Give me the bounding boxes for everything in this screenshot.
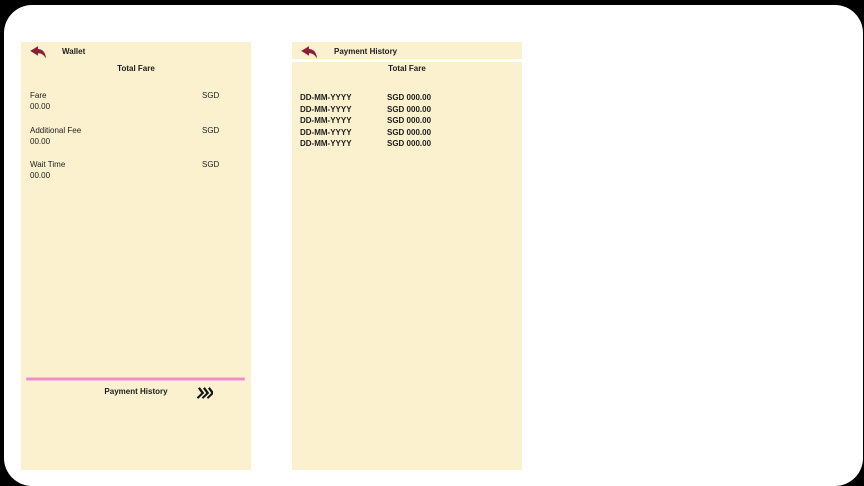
entry-amount: SGD 000.00 — [387, 104, 432, 114]
entry-date: DD-MM-YYYY — [300, 104, 352, 114]
payment-history-screen: Payment History Total Fare DD-MM-YYYY SG… — [292, 42, 522, 470]
history-entry-list: DD-MM-YYYY SGD 000.00 DD-MM-YYYY SGD 000… — [300, 92, 514, 150]
entry-amount: SGD 000.00 — [387, 139, 432, 149]
additional-fee-row: Additional Fee SGD 00.00 — [30, 125, 242, 147]
entry-amount: SGD 000.00 — [387, 93, 432, 102]
back-arrow-icon — [300, 46, 318, 59]
wallet-title: Wallet — [62, 47, 86, 56]
page-canvas: Wallet Total Fare Fare SGD 00.00 Additio… — [4, 5, 863, 486]
entry-date: DD-MM-YYYY — [300, 116, 352, 126]
wait-time-value: 00.00 — [30, 171, 51, 180]
entry-amount: SGD 000.00 — [387, 127, 432, 137]
history-entry: DD-MM-YYYY SGD 000.00 — [300, 92, 514, 104]
history-entry: DD-MM-YYYY SGD 000.00 — [300, 104, 514, 116]
fare-value: 00.00 — [30, 102, 51, 111]
back-arrow-icon — [29, 46, 47, 59]
wallet-screen: Wallet Total Fare Fare SGD 00.00 Additio… — [21, 42, 251, 470]
history-entry: DD-MM-YYYY SGD 000.00 — [300, 115, 514, 127]
history-title: Payment History — [334, 47, 398, 56]
history-entry: DD-MM-YYYY SGD 000.00 — [300, 138, 514, 150]
wallet-section-title: Total Fare — [117, 64, 155, 73]
additional-fee-currency: SGD — [202, 126, 220, 135]
history-header: Payment History — [292, 42, 522, 60]
wait-time-currency: SGD — [202, 160, 220, 169]
fare-currency: SGD — [202, 91, 220, 100]
additional-fee-label: Additional Fee — [30, 126, 82, 135]
header-separator — [292, 59, 522, 62]
back-button[interactable] — [300, 46, 318, 59]
payment-history-link[interactable]: Payment History — [21, 387, 251, 401]
fare-row: Fare SGD 00.00 — [30, 90, 242, 112]
payment-history-link-label: Payment History — [104, 387, 168, 396]
triple-chevron-right-icon — [197, 387, 213, 399]
pink-divider — [26, 378, 245, 380]
wait-time-row: Wait Time SGD 00.00 — [30, 159, 242, 181]
additional-fee-value: 00.00 — [30, 137, 51, 146]
entry-date: DD-MM-YYYY — [300, 127, 352, 137]
back-button[interactable] — [29, 46, 47, 59]
fare-label: Fare — [30, 91, 47, 100]
entry-date: DD-MM-YYYY — [300, 139, 352, 149]
history-entry: DD-MM-YYYY SGD 000.00 — [300, 127, 514, 139]
entry-date: DD-MM-YYYY — [300, 93, 352, 102]
history-section-title: Total Fare — [388, 64, 426, 73]
wait-time-label: Wait Time — [30, 160, 66, 169]
entry-amount: SGD 000.00 — [387, 116, 432, 126]
wallet-header: Wallet — [21, 42, 251, 60]
